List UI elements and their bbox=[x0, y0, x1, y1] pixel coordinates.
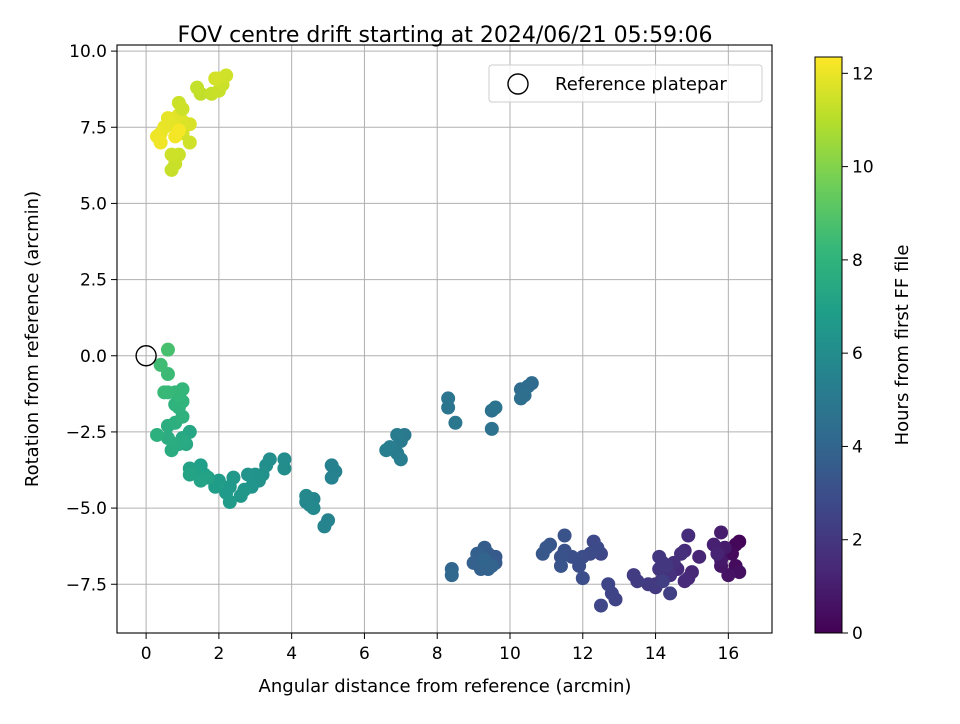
scatter-point bbox=[150, 427, 165, 442]
y-tick-label: −2.5 bbox=[66, 423, 107, 443]
scatter-point bbox=[575, 571, 590, 586]
scatter-point bbox=[557, 528, 572, 543]
y-tick-label: −7.5 bbox=[66, 575, 107, 595]
scatter-point bbox=[306, 501, 321, 516]
scatter-point bbox=[171, 123, 186, 138]
x-tick-label: 4 bbox=[286, 644, 297, 664]
scatter-point bbox=[157, 385, 172, 400]
y-tick-label: 7.5 bbox=[80, 118, 107, 138]
scatter-point bbox=[732, 565, 747, 580]
scatter-point bbox=[379, 443, 394, 458]
scatter-point bbox=[208, 71, 223, 86]
x-tick-label: 10 bbox=[499, 644, 521, 664]
scatter-point bbox=[219, 68, 234, 83]
y-tick-label: 10.0 bbox=[69, 42, 107, 62]
scatter-point bbox=[655, 574, 670, 589]
scatter-point bbox=[241, 467, 255, 482]
scatter-point bbox=[488, 400, 503, 415]
x-tick-label: 6 bbox=[359, 644, 370, 664]
legend: Reference platepar bbox=[488, 64, 763, 103]
y-tick-label: −5.0 bbox=[66, 499, 107, 519]
scatter-point bbox=[710, 546, 725, 561]
scatter-point bbox=[477, 552, 492, 567]
scatter-point bbox=[393, 452, 408, 467]
x-tick-label: 12 bbox=[572, 644, 594, 664]
legend-label: Reference platepar bbox=[555, 74, 727, 95]
scatter-point bbox=[390, 427, 405, 442]
y-axis-ticks: −7.5 −5.0 −2.5 0.0 2.5 5.0 7.5 10.0 bbox=[66, 42, 117, 595]
scatter-point bbox=[601, 577, 616, 592]
scatter-point bbox=[164, 147, 179, 162]
colorbar-tick-label: 0 bbox=[852, 624, 863, 644]
scatter-point bbox=[222, 494, 237, 509]
colorbar-tick-label: 10 bbox=[852, 158, 874, 178]
x-tick-label: 0 bbox=[141, 644, 152, 664]
scatter-point bbox=[513, 391, 528, 406]
scatter-point bbox=[677, 574, 692, 589]
colorbar-tick-label: 4 bbox=[852, 437, 863, 457]
scatter-point bbox=[324, 470, 339, 485]
x-tick-label: 8 bbox=[432, 644, 443, 664]
scatter-point bbox=[652, 549, 667, 564]
scatter-point bbox=[714, 525, 729, 540]
scatter-point bbox=[535, 546, 550, 561]
x-tick-label: 14 bbox=[645, 644, 667, 664]
scatter-point bbox=[448, 415, 463, 430]
scatter-point bbox=[160, 431, 175, 446]
scatter-point bbox=[299, 488, 314, 503]
scatter-point bbox=[681, 528, 696, 543]
scatter-point bbox=[484, 421, 499, 436]
legend-reference-marker bbox=[507, 73, 529, 95]
scatter-point bbox=[626, 568, 641, 583]
colorbar-label: Hours from first FF file bbox=[892, 245, 913, 446]
y-tick-label: 0.0 bbox=[80, 347, 107, 367]
scatter-point bbox=[277, 461, 292, 476]
reference-platepar-marker bbox=[135, 345, 157, 367]
x-tick-label: 2 bbox=[213, 644, 224, 664]
x-tick-label: 16 bbox=[718, 644, 740, 664]
scatter-point bbox=[190, 80, 205, 95]
scatter-point bbox=[233, 488, 248, 503]
scatter-point bbox=[444, 568, 459, 583]
colorbar-tick-label: 6 bbox=[852, 344, 863, 364]
scatter-point bbox=[153, 357, 168, 372]
scatter-point bbox=[317, 519, 332, 534]
colorbar bbox=[814, 56, 843, 634]
x-axis-ticks: 0 2 4 6 8 10 12 14 16 bbox=[141, 633, 739, 664]
scatter-point bbox=[160, 342, 175, 357]
colorbar-tick-label: 8 bbox=[852, 251, 863, 271]
scatter-point bbox=[593, 598, 608, 613]
legend-box bbox=[488, 64, 763, 103]
chart-title: FOV centre drift starting at 2024/06/21 … bbox=[178, 23, 713, 48]
colorbar-tick-label: 12 bbox=[852, 64, 874, 84]
scatter-point bbox=[182, 467, 197, 482]
scatter-point bbox=[692, 549, 707, 564]
colorbar-ticks: 0 2 4 6 8 10 12 bbox=[842, 64, 874, 644]
y-axis-label: Rotation from reference (arcmin) bbox=[22, 191, 43, 487]
reference-layer bbox=[135, 345, 157, 367]
data-points bbox=[150, 68, 747, 613]
scatter-point bbox=[441, 400, 456, 415]
scatter-point bbox=[153, 135, 168, 150]
scatter-point bbox=[641, 577, 656, 592]
x-axis-label: Angular distance from reference (arcmin) bbox=[259, 676, 632, 697]
scatter-point bbox=[553, 558, 568, 573]
plot-frame bbox=[116, 44, 773, 634]
scatter-point bbox=[193, 473, 208, 488]
scatter-point bbox=[164, 443, 179, 458]
scatter-point bbox=[663, 586, 678, 601]
y-tick-label: 2.5 bbox=[80, 271, 107, 291]
scatter-point bbox=[175, 101, 190, 116]
colorbar-tick-label: 2 bbox=[852, 531, 863, 551]
y-tick-label: 5.0 bbox=[80, 194, 107, 214]
